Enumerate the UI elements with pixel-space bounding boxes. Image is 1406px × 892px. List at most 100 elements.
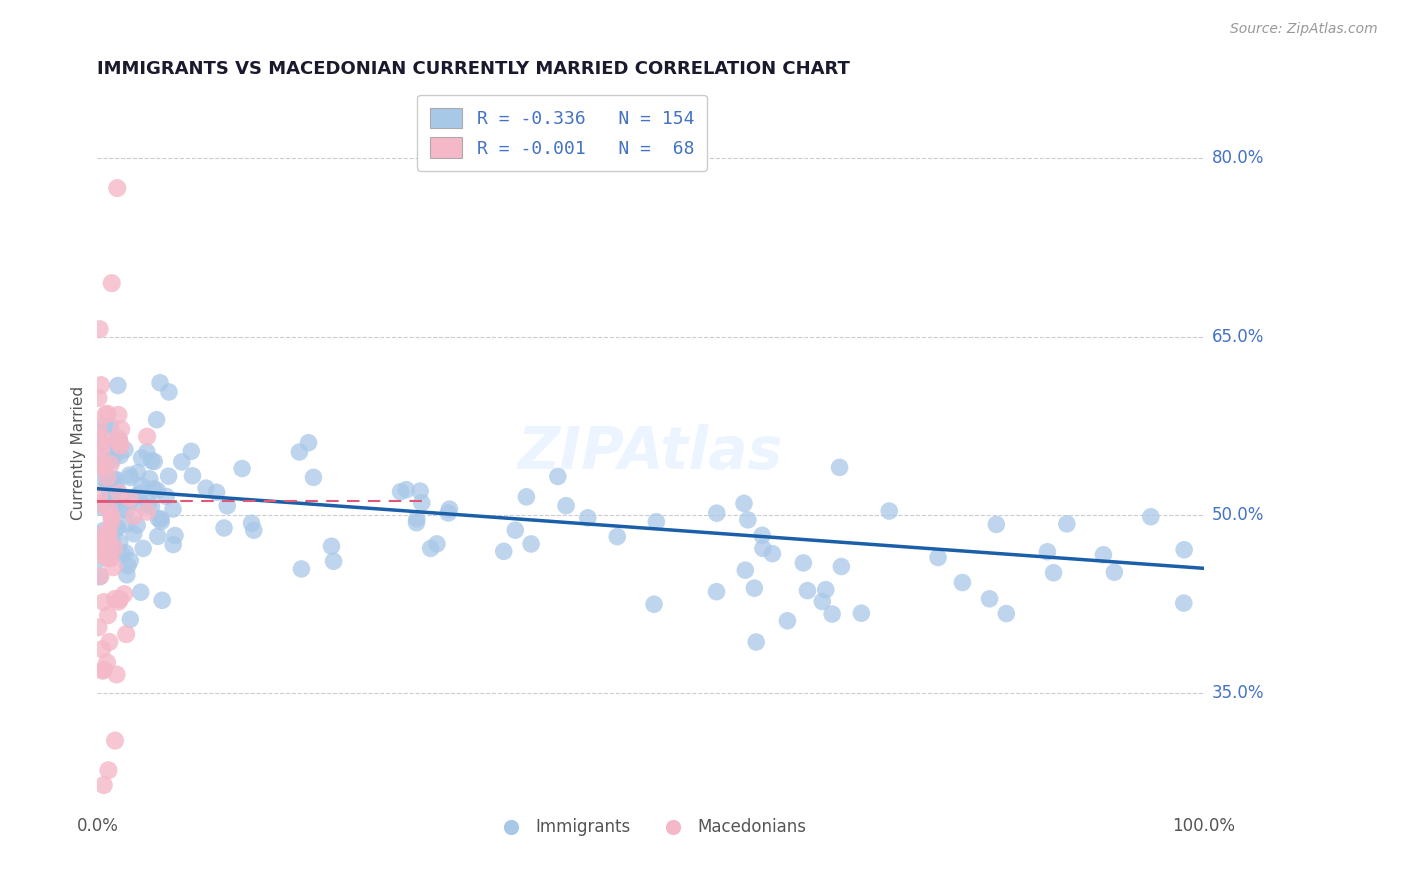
Macedonians [100, 515, 122, 529]
Immigrants [96, 479, 118, 493]
Macedonians [87, 420, 110, 434]
Macedonians [103, 541, 125, 555]
Immigrants [97, 491, 120, 506]
Immigrants [127, 466, 149, 480]
Immigrants [150, 515, 173, 529]
Macedonians [89, 455, 111, 469]
Immigrants [96, 473, 118, 487]
Macedonians [96, 407, 118, 421]
Immigrants [146, 483, 169, 498]
Macedonians [87, 620, 110, 634]
Macedonians [97, 764, 120, 778]
Immigrants [706, 584, 728, 599]
Macedonians [87, 533, 110, 548]
Immigrants [776, 614, 799, 628]
Immigrants [162, 502, 184, 516]
Immigrants [143, 454, 166, 468]
Immigrants [163, 528, 186, 542]
Immigrants [104, 497, 127, 511]
Immigrants [515, 490, 537, 504]
Immigrants [995, 607, 1018, 621]
Immigrants [212, 521, 235, 535]
Macedonians [96, 550, 118, 565]
Macedonians [98, 503, 121, 517]
Immigrants [104, 448, 127, 462]
Legend: Immigrants, Macedonians: Immigrants, Macedonians [488, 812, 814, 843]
Immigrants [503, 523, 526, 537]
Immigrants [110, 449, 132, 463]
Immigrants [129, 585, 152, 599]
Immigrants [288, 445, 311, 459]
Immigrants [148, 511, 170, 525]
Immigrants [157, 384, 180, 399]
Macedonians [108, 486, 131, 500]
Immigrants [950, 575, 973, 590]
Immigrants [117, 558, 139, 573]
Macedonians [97, 523, 120, 537]
Immigrants [98, 486, 121, 500]
Macedonians [91, 664, 114, 678]
Macedonians [115, 627, 138, 641]
Immigrants [87, 457, 110, 471]
Macedonians [96, 533, 118, 547]
Immigrants [792, 556, 814, 570]
Immigrants [127, 489, 149, 503]
Immigrants [297, 435, 319, 450]
Immigrants [104, 436, 127, 450]
Immigrants [149, 376, 172, 390]
Immigrants [115, 567, 138, 582]
Immigrants [1173, 596, 1195, 610]
Immigrants [100, 419, 122, 434]
Macedonians [90, 443, 112, 458]
Immigrants [120, 553, 142, 567]
Immigrants [405, 516, 427, 530]
Text: IMMIGRANTS VS MACEDONIAN CURRENTLY MARRIED CORRELATION CHART: IMMIGRANTS VS MACEDONIAN CURRENTLY MARRI… [97, 60, 851, 78]
Immigrants [104, 473, 127, 487]
Macedonians [118, 491, 141, 506]
Immigrants [114, 546, 136, 560]
Immigrants [141, 454, 163, 468]
Immigrants [110, 547, 132, 561]
Macedonians [91, 458, 114, 472]
Immigrants [170, 455, 193, 469]
Immigrants [101, 533, 124, 547]
Macedonians [136, 429, 159, 443]
Immigrants [439, 502, 461, 516]
Immigrants [114, 442, 136, 457]
Immigrants [91, 497, 114, 511]
Text: 80.0%: 80.0% [1212, 149, 1264, 168]
Text: Source: ZipAtlas.com: Source: ZipAtlas.com [1230, 22, 1378, 37]
Immigrants [111, 491, 134, 505]
Immigrants [135, 445, 157, 459]
Immigrants [104, 489, 127, 503]
Immigrants [136, 497, 159, 511]
Immigrants [89, 552, 111, 566]
Immigrants [146, 529, 169, 543]
Immigrants [97, 440, 120, 454]
Macedonians [91, 458, 114, 473]
Immigrants [555, 499, 578, 513]
Immigrants [122, 526, 145, 541]
Immigrants [1104, 565, 1126, 579]
Macedonians [108, 592, 131, 607]
Immigrants [419, 541, 441, 556]
Immigrants [108, 432, 131, 446]
Immigrants [737, 513, 759, 527]
Macedonians [93, 460, 115, 475]
Macedonians [100, 457, 122, 471]
Immigrants [761, 547, 783, 561]
Immigrants [105, 520, 128, 534]
Immigrants [1092, 548, 1115, 562]
Immigrants [1140, 509, 1163, 524]
Immigrants [150, 593, 173, 607]
Macedonians [87, 497, 110, 511]
Macedonians [107, 408, 129, 422]
Immigrants [120, 612, 142, 626]
Immigrants [132, 541, 155, 556]
Macedonians [93, 778, 115, 792]
Immigrants [97, 471, 120, 485]
Macedonians [104, 591, 127, 606]
Immigrants [107, 521, 129, 535]
Immigrants [290, 562, 312, 576]
Immigrants [520, 537, 543, 551]
